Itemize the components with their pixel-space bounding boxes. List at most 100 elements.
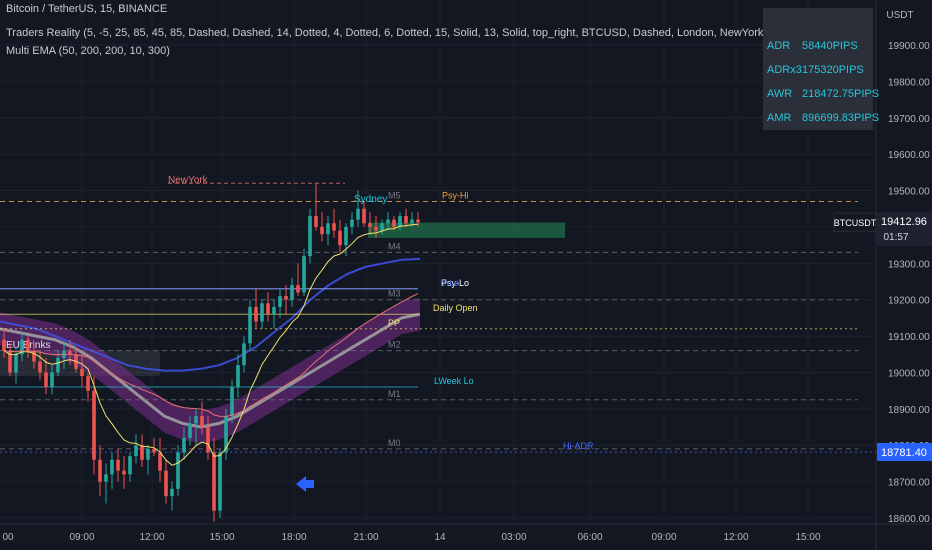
y-axis-tick-label: 19600.00 (888, 150, 930, 161)
x-axis-tick-label: 18:00 (281, 532, 306, 543)
candle-body (296, 285, 300, 293)
y-axis-tick-label: 19700.00 (888, 114, 930, 125)
adr-value: 58440PIPS (802, 40, 858, 52)
candle-body (98, 459, 102, 482)
candle-body (374, 226, 378, 231)
y-axis-tick-label: 18900.00 (888, 405, 930, 416)
amr-value: 896699.83PIPS (802, 112, 880, 124)
candle-body (116, 459, 120, 471)
candle-body (398, 216, 402, 227)
level-label: LWeek Lo (434, 376, 474, 386)
candle-body (56, 357, 60, 373)
adrx3-value: 175320PIPS (802, 64, 864, 76)
level-label: M4 (388, 241, 401, 251)
awr-row: AWR 218472.75PIPS (763, 85, 879, 105)
candle-body (290, 285, 294, 300)
level-label: M5 (388, 190, 401, 200)
level-label: M0 (388, 438, 401, 448)
x-axis-tick-label: 12:00 (723, 532, 748, 543)
y-axis-tick-label: 19500.00 (888, 187, 930, 198)
candle-body (386, 219, 390, 224)
candle-body (272, 306, 276, 315)
candle-body (416, 219, 420, 223)
level-label: Y-Lo (441, 278, 459, 288)
candle-body (38, 361, 42, 373)
candle-body (164, 470, 168, 497)
candle-body (140, 445, 144, 460)
candle-body (338, 230, 342, 246)
y-axis-unit-label: USDT (886, 10, 913, 21)
candle-body (254, 306, 258, 322)
level-label: Psy-Lo (441, 278, 469, 288)
x-axis-tick-label: 12:00 (139, 532, 164, 543)
y-axis-tick-label: 19100.00 (888, 332, 930, 343)
candle-body (326, 223, 330, 235)
candle-body (308, 216, 312, 257)
candle-body (350, 219, 354, 227)
hi-adr-price-value: 18781.40 (881, 447, 927, 459)
level-label: M2 (388, 340, 401, 350)
y-axis-tick-label: 18700.00 (888, 478, 930, 489)
x-axis-tick-label: 15:00 (209, 532, 234, 543)
candle-body (218, 452, 222, 511)
candle-body (392, 219, 396, 227)
candle-body (404, 216, 408, 224)
traders-reality-indicator-label[interactable]: Traders Reality (5, -5, 25, 85, 45, 85, … (6, 27, 871, 39)
left-arrow-icon (296, 476, 314, 492)
adr-row: ADR 58440PIPS (763, 37, 873, 57)
candle-body (128, 456, 132, 475)
candle-body (212, 452, 216, 511)
candle-body (2, 339, 6, 351)
session-label: Sydney (354, 194, 387, 205)
x-axis-tick-label: 00 (2, 532, 14, 543)
candle-body (230, 387, 234, 417)
y-axis-tick-label: 18600.00 (888, 514, 930, 525)
level-label: M1 (388, 389, 401, 399)
candle-body (104, 474, 108, 482)
candle-body (122, 470, 126, 475)
candle-body (80, 368, 84, 377)
adr-table: ADR 58440PIPS ADRx3 175320PIPS AWR 21847… (763, 8, 879, 130)
awr-label: AWR (767, 88, 793, 100)
x-axis-tick-label: 14 (434, 532, 446, 543)
candle-body (380, 223, 384, 231)
symbol-tag-text: BTCUSDT (834, 218, 877, 228)
adrx3-row: ADRx3 175320PIPS (763, 61, 873, 81)
candle-body (182, 437, 186, 453)
candle-body (278, 296, 282, 307)
candle-body (86, 376, 90, 391)
x-axis-tick-label: 06:00 (577, 532, 602, 543)
candle-body (320, 226, 324, 235)
candle-body (362, 208, 366, 224)
candle-body (248, 306, 252, 344)
candle-body (410, 219, 414, 224)
candle-body (68, 350, 72, 355)
y-axis-tick-label: 19800.00 (888, 77, 930, 88)
candle-body (200, 416, 204, 428)
current-range-zone (368, 222, 565, 238)
x-axis-tick-label: 15:00 (795, 532, 820, 543)
x-axis-tick-label: 03:00 (501, 532, 526, 543)
candle-body (368, 223, 372, 227)
candle-body (152, 448, 156, 453)
candle-body (302, 256, 306, 293)
level-label: M3 (388, 289, 401, 299)
candle-body (146, 448, 150, 460)
candle-body (224, 416, 228, 453)
candle-body (332, 223, 336, 231)
candle-body (158, 452, 162, 471)
ema-10-line (3, 223, 419, 466)
multi-ema-indicator-label[interactable]: Multi EMA (50, 200, 200, 10, 300) (6, 45, 170, 57)
current-price-label (877, 212, 932, 247)
symbol-tag (833, 212, 877, 232)
candle-body (356, 208, 360, 220)
symbol-title: Bitcoin / TetherUS, 15, BINANCE (6, 3, 168, 15)
candle-body (170, 488, 174, 497)
candle-body (188, 423, 192, 438)
candle-body (32, 350, 36, 362)
candle-body (20, 339, 24, 355)
candle-body (44, 372, 48, 388)
level-label: Hi-ADR (563, 441, 594, 451)
x-axis-tick-label: 09:00 (69, 532, 94, 543)
candle-body (14, 354, 18, 373)
